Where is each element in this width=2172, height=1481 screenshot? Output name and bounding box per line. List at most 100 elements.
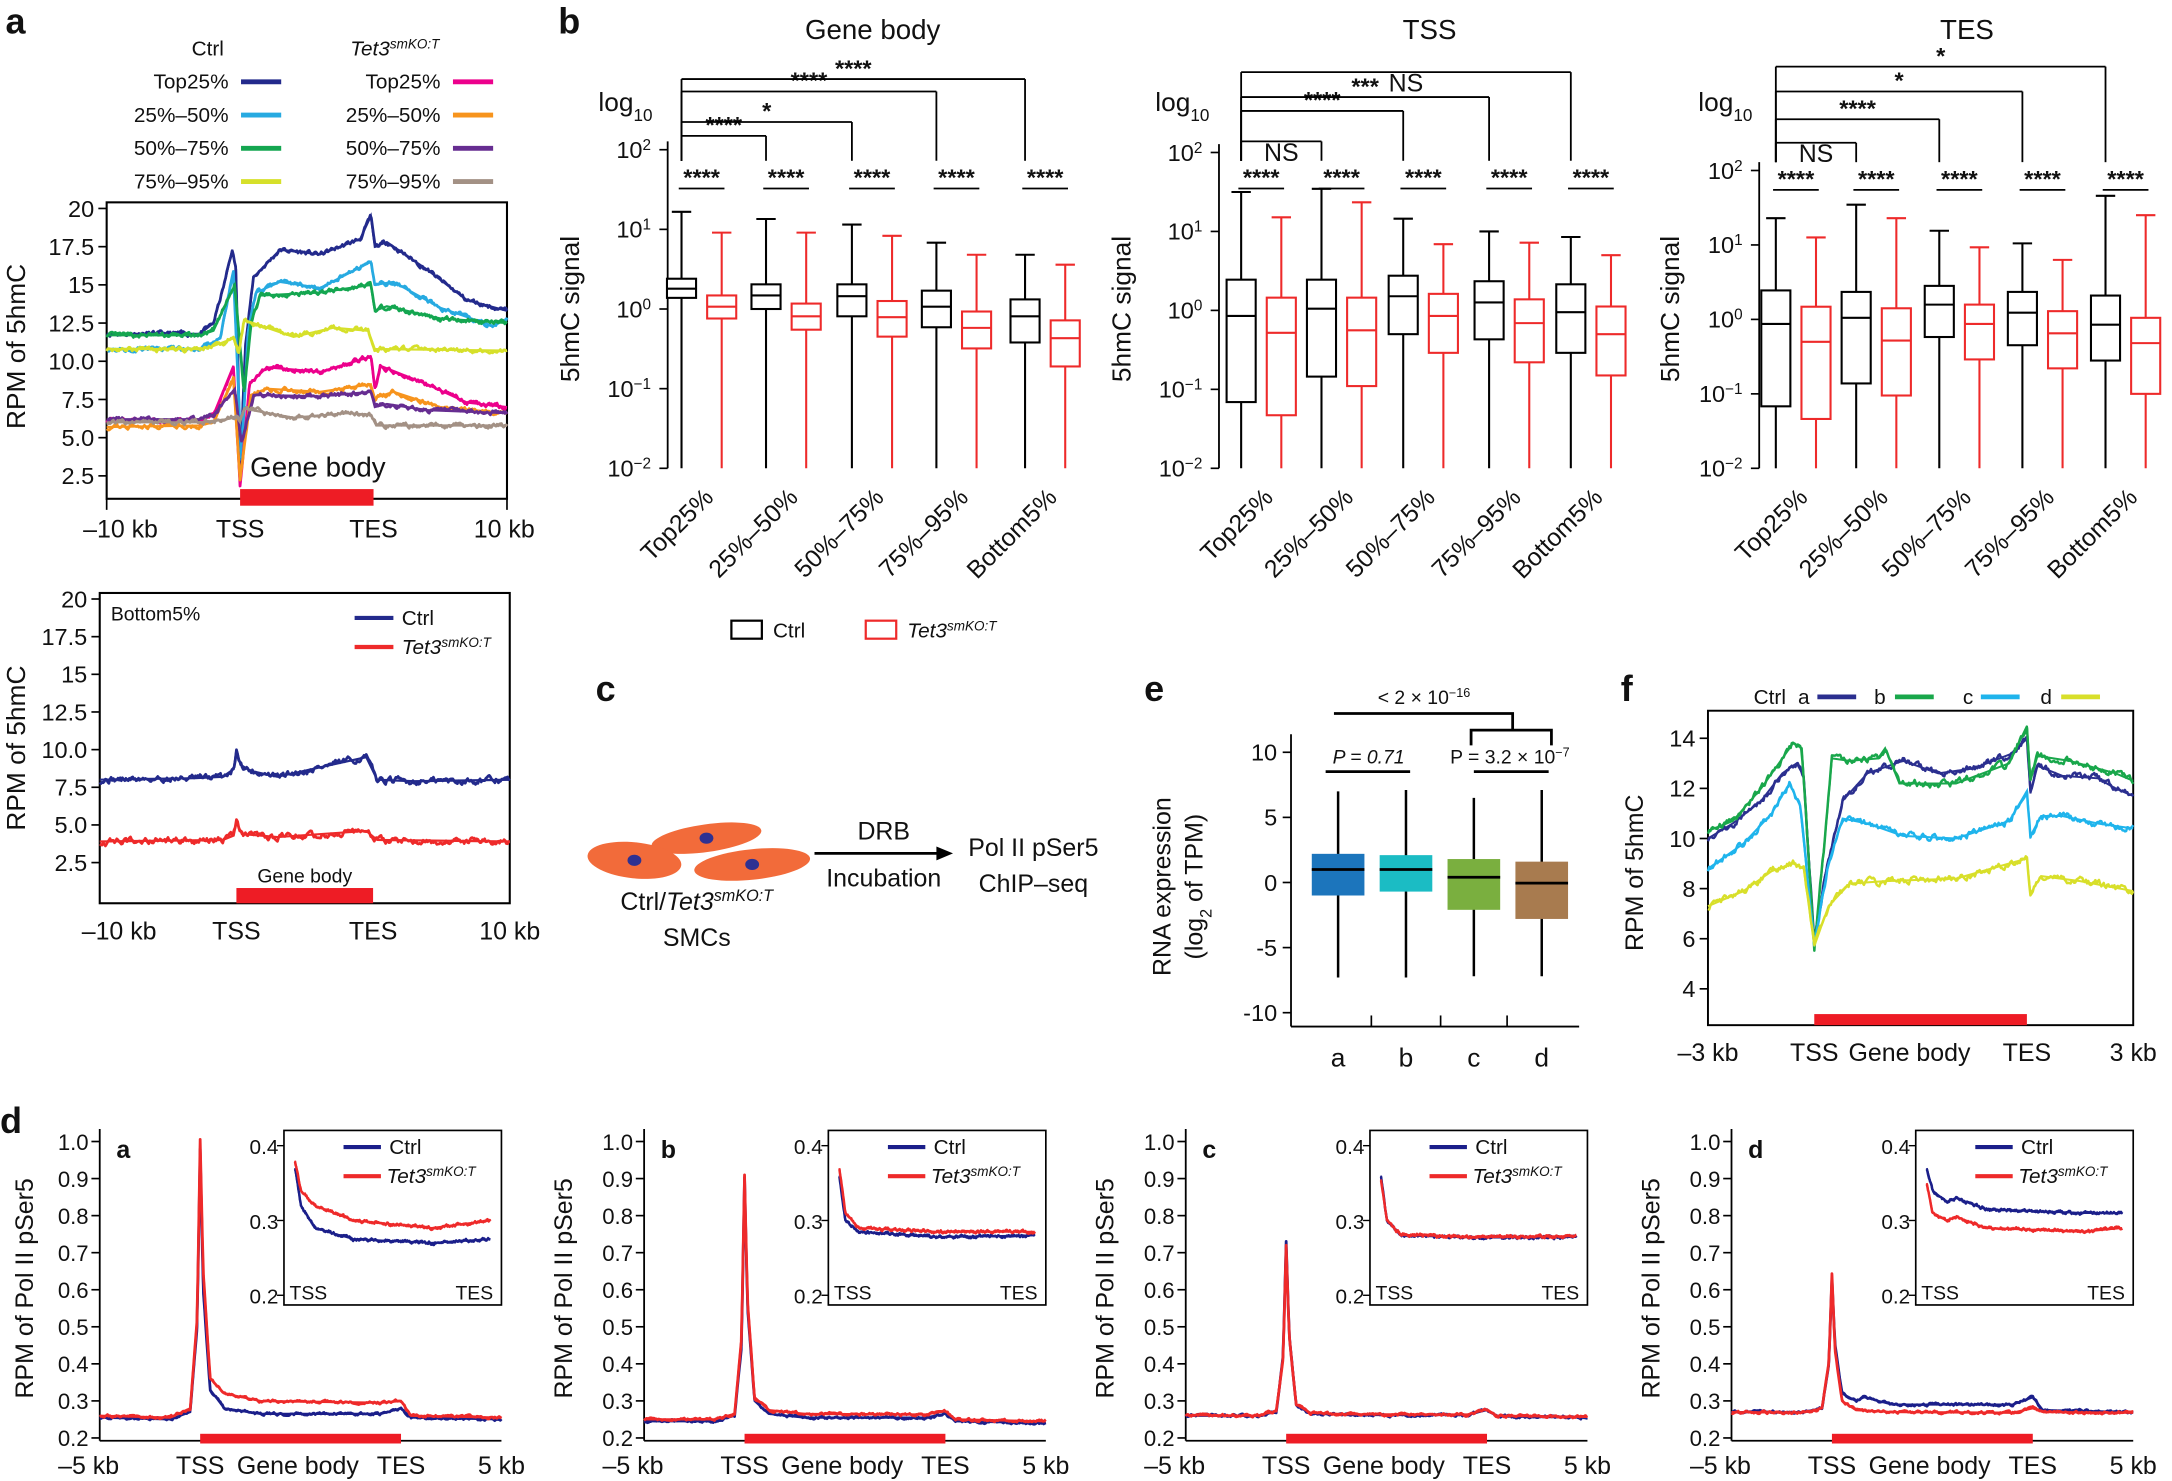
text: P = 3.2 × 10 [1450, 746, 1555, 768]
significance-label: **** [1573, 165, 1610, 191]
text: Top25% [636, 483, 719, 566]
legend-label: 50%–75% [346, 137, 441, 160]
sup-text: 1 [1734, 232, 1743, 249]
legend-label: Top25% [365, 71, 440, 94]
text: 0.4 [1144, 1352, 1175, 1377]
box [1963, 303, 1996, 361]
y-tick-label: 0.3 [1144, 1389, 1175, 1414]
y-tick-label: 0.6 [1690, 1278, 1721, 1303]
panel-annotation: Bottom5% [111, 604, 200, 626]
y-tick-label: 5 [1264, 805, 1277, 831]
legend-label: 75%–95% [346, 170, 441, 193]
nucleus-illustration [699, 832, 714, 844]
text: a [1331, 1043, 1346, 1073]
text: 15 [68, 272, 94, 298]
y-tick-label: 0.7 [1144, 1241, 1175, 1266]
text: 0.3 [794, 1211, 823, 1234]
chart-a-bottom: 2.5 5.0 7.5 10.0 12.5 15 17.5 20 –10 kb TSS TES 10 … [1, 586, 540, 945]
y-tick-label: 15 [61, 662, 87, 688]
nucleus-illustration [627, 854, 642, 866]
inset-x-tick-label: TES [455, 1282, 493, 1304]
box [1800, 305, 1832, 421]
y-axis-label: 5hmC signal [555, 236, 585, 382]
text: 4 [1682, 976, 1695, 1002]
inset-series-ko [294, 1160, 491, 1229]
text: **** [1243, 165, 1280, 191]
text: **** [938, 165, 975, 191]
significance-bracket [1333, 712, 1553, 746]
text: 10.0 [48, 349, 94, 375]
text: *** [1351, 73, 1379, 99]
x-tick-label: Gene body [1849, 1039, 1971, 1067]
y-axis-label: RPM of Pol II pSer5 [11, 1178, 39, 1398]
text: TSS [1403, 14, 1457, 45]
text: 25%–50% [703, 483, 803, 583]
text: **** [835, 55, 872, 81]
text: 0.2 [1690, 1426, 1721, 1451]
text: 0.9 [1690, 1167, 1721, 1192]
legend-title: Ctrl [1754, 686, 1786, 709]
x-tick-label: Bottom5% [961, 483, 1062, 584]
y-tick-label: 0.3 [602, 1389, 633, 1414]
inset-x-tick-label: TES [1000, 1282, 1038, 1304]
text: 50%–75% [789, 483, 889, 583]
text: e [1144, 668, 1164, 709]
x-tick-label: Gene body [1323, 1452, 1445, 1480]
significance-label: * [1936, 43, 1946, 69]
legend-label: Ctrl [1475, 1136, 1507, 1159]
text: **** [1405, 165, 1442, 191]
text: –5 kb [1690, 1452, 1751, 1480]
significance-label: **** [1243, 165, 1280, 191]
significance-label: **** [854, 165, 891, 191]
text: 10 [607, 376, 633, 402]
panel-label: a [6, 0, 27, 41]
text: c [1202, 1136, 1216, 1164]
sup-text: −16 [1449, 686, 1470, 700]
y-tick-label: 0.3 [1690, 1389, 1721, 1414]
box [1923, 284, 1955, 339]
text: 0.4 [602, 1352, 633, 1377]
text: b [661, 1136, 676, 1164]
legend-label: c [1963, 686, 1973, 709]
text: RPM of 5hmC [1, 264, 31, 429]
text: TES [1541, 1282, 1579, 1304]
text: 10 [1159, 377, 1185, 403]
text: Tet3 [2018, 1165, 2058, 1188]
y-tick-label: 0.2 [602, 1426, 633, 1451]
y-tick-label: 12.5 [48, 310, 94, 336]
x-tick-label: c [1467, 1043, 1480, 1073]
text: DRB [857, 818, 910, 846]
significance-label: **** [1778, 166, 1815, 192]
text: of TPM) [1180, 814, 1208, 909]
text: 10 [1699, 456, 1725, 482]
box [1049, 319, 1081, 368]
text: 10 [616, 296, 642, 322]
box [1225, 278, 1257, 404]
significance-label: **** [683, 165, 720, 191]
y-tick-label: 102 [616, 137, 651, 163]
chart-a-top: 2.5 5.0 7.5 10.0 12.5 15 17.5 20 –10 kb TSS TES 10 … [1, 196, 535, 544]
significance-label: **** [2024, 166, 2061, 192]
x-tick-label: –10 kb [83, 516, 158, 544]
inset-series-ko [838, 1167, 1035, 1233]
significance-label: **** [835, 55, 872, 81]
box [1473, 280, 1505, 341]
x-tick-label: d [1534, 1043, 1549, 1073]
y-axis-label: RNA expression [1148, 797, 1176, 976]
text: –5 kb [58, 1452, 119, 1480]
sup-text: −2 [1725, 455, 1742, 472]
inset-y-tick-label: 0.4 [794, 1136, 823, 1159]
legend-a: Ctrl Tet3smKO:T Top25% 25%–50% 50%–75% 75%–95… [134, 36, 494, 193]
y-tick-label: 8 [1682, 876, 1695, 902]
series-line [106, 260, 508, 461]
y-tick-label: 0.9 [1690, 1167, 1721, 1192]
inset-frame [1369, 1129, 1589, 1306]
text: TSS [834, 1282, 872, 1304]
significance-label: *** [1351, 73, 1379, 99]
series-line [106, 212, 508, 469]
x-tick-label: 50%–75% [1877, 483, 1977, 583]
text: TSS [1921, 1282, 1959, 1304]
series-line [1707, 855, 2135, 945]
text: P = 0.71 [1333, 746, 1405, 768]
